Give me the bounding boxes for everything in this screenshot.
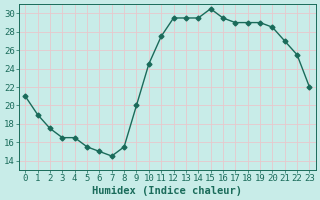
X-axis label: Humidex (Indice chaleur): Humidex (Indice chaleur)	[92, 186, 242, 196]
